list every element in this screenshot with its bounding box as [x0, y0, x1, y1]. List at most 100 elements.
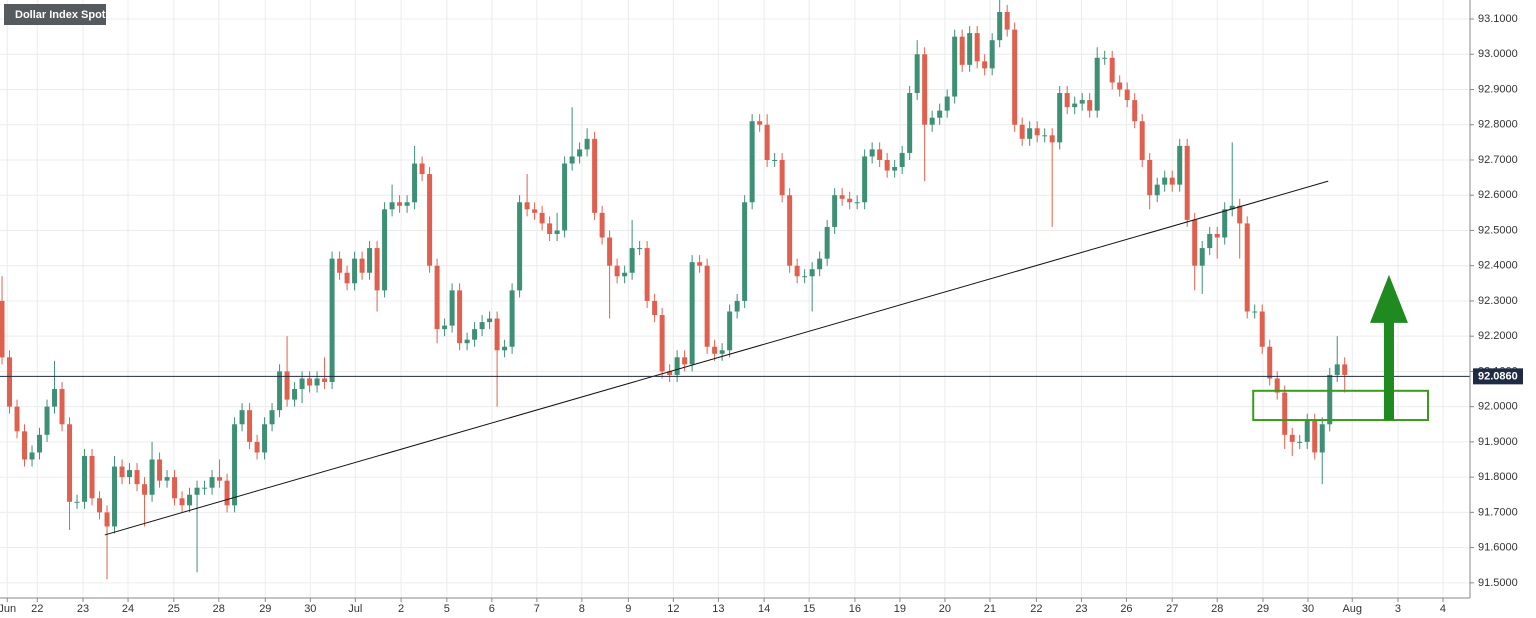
trendline — [104, 180, 1329, 536]
candle-body — [479, 322, 485, 330]
candle-body — [764, 124, 770, 160]
candle-body — [419, 163, 425, 175]
candle-body — [719, 350, 725, 354]
candle-body — [284, 371, 290, 400]
y-tick-label: 92.4000 — [1478, 260, 1518, 272]
candle-body — [1199, 248, 1205, 266]
candle-body — [74, 501, 80, 503]
candle-body — [809, 269, 815, 277]
candle-body — [794, 265, 800, 277]
candle-body — [997, 11, 1003, 41]
x-tick-label: 5 — [444, 603, 450, 615]
candle-body — [742, 202, 748, 301]
candle-body — [824, 226, 830, 259]
candle-body — [269, 410, 275, 425]
x-tick-label: 3 — [1395, 603, 1401, 615]
candle-body — [239, 410, 245, 425]
candle-body — [817, 258, 823, 270]
x-tick-label: 14 — [758, 603, 770, 615]
x-tick-label: 4 — [1440, 603, 1446, 615]
candle-body — [194, 487, 200, 495]
x-tick-label: 28 — [1211, 603, 1223, 615]
x-tick-label: 9 — [625, 603, 631, 615]
candle-body — [637, 248, 643, 250]
candle-body — [652, 300, 658, 316]
candle-body — [749, 121, 755, 203]
candle-body — [832, 195, 838, 227]
candle-body — [487, 318, 493, 323]
candle-body — [599, 212, 605, 238]
y-tick-label: 92.9000 — [1478, 83, 1518, 95]
candle-body — [217, 477, 223, 481]
candle-body — [929, 117, 935, 125]
candle-body — [232, 424, 238, 506]
candle-body — [847, 198, 853, 203]
candle-body — [1049, 135, 1055, 143]
candle-body — [22, 431, 28, 460]
candle-body — [472, 329, 478, 340]
candle-body — [944, 96, 950, 111]
candle-body — [1214, 233, 1220, 238]
candle-body — [329, 258, 335, 382]
candle-body — [224, 480, 230, 506]
candle-body — [202, 487, 208, 489]
candle-body — [427, 174, 433, 266]
candle-body — [952, 36, 958, 97]
candle-body — [629, 248, 635, 273]
candle-body — [532, 209, 538, 213]
candle-body — [164, 477, 170, 481]
y-tick-label: 91.9000 — [1478, 436, 1518, 448]
x-tick-label: 24 — [122, 603, 134, 615]
candle-body — [689, 262, 695, 365]
candle-body — [172, 477, 178, 499]
candle-body — [52, 389, 58, 407]
candle-body — [1267, 346, 1273, 379]
x-tick-label: 28 — [213, 603, 225, 615]
y-tick-label: 92.7000 — [1478, 154, 1518, 166]
x-tick-label: 23 — [77, 603, 89, 615]
candle-body — [727, 311, 733, 351]
candle-body — [1312, 420, 1318, 453]
candle-body — [614, 265, 620, 277]
x-tick-label: 20 — [939, 603, 951, 615]
candle-body — [322, 378, 328, 382]
candle-body — [802, 276, 808, 278]
candle-body — [1027, 128, 1033, 139]
candle-body — [659, 315, 665, 372]
candle-body — [569, 156, 575, 164]
candle-body — [899, 152, 905, 168]
candle-body — [389, 202, 395, 210]
candle-body — [1154, 184, 1160, 196]
candle-body — [682, 357, 688, 365]
candle-body — [277, 371, 283, 411]
up-arrow — [1369, 274, 1408, 421]
candle-body — [1079, 100, 1085, 104]
x-tick-label: 23 — [1075, 603, 1087, 615]
x-tick-label: 13 — [712, 603, 724, 615]
candle-body — [1019, 124, 1025, 139]
candle-body — [134, 470, 140, 485]
x-tick-label: 30 — [1302, 603, 1314, 615]
candle-body — [524, 202, 530, 210]
candle-body — [1244, 223, 1250, 312]
candle-body — [292, 389, 298, 400]
candle-body — [1042, 135, 1048, 137]
candle-body — [1342, 364, 1348, 375]
candle-body — [1169, 177, 1175, 185]
title-box — [4, 4, 106, 25]
candle-body — [1282, 392, 1288, 435]
candle-body — [1124, 89, 1130, 101]
candle-body — [1034, 128, 1040, 136]
candle-body — [44, 406, 50, 435]
candle-body — [374, 248, 380, 291]
candle-body — [1289, 434, 1295, 442]
candle-body — [1327, 374, 1333, 425]
candle-body — [577, 149, 583, 157]
y-tick-label: 92.5000 — [1478, 224, 1518, 236]
candle-body — [1274, 378, 1280, 393]
x-tick-label: 21 — [984, 603, 996, 615]
candle-body — [0, 300, 5, 358]
candle-body — [862, 156, 868, 203]
